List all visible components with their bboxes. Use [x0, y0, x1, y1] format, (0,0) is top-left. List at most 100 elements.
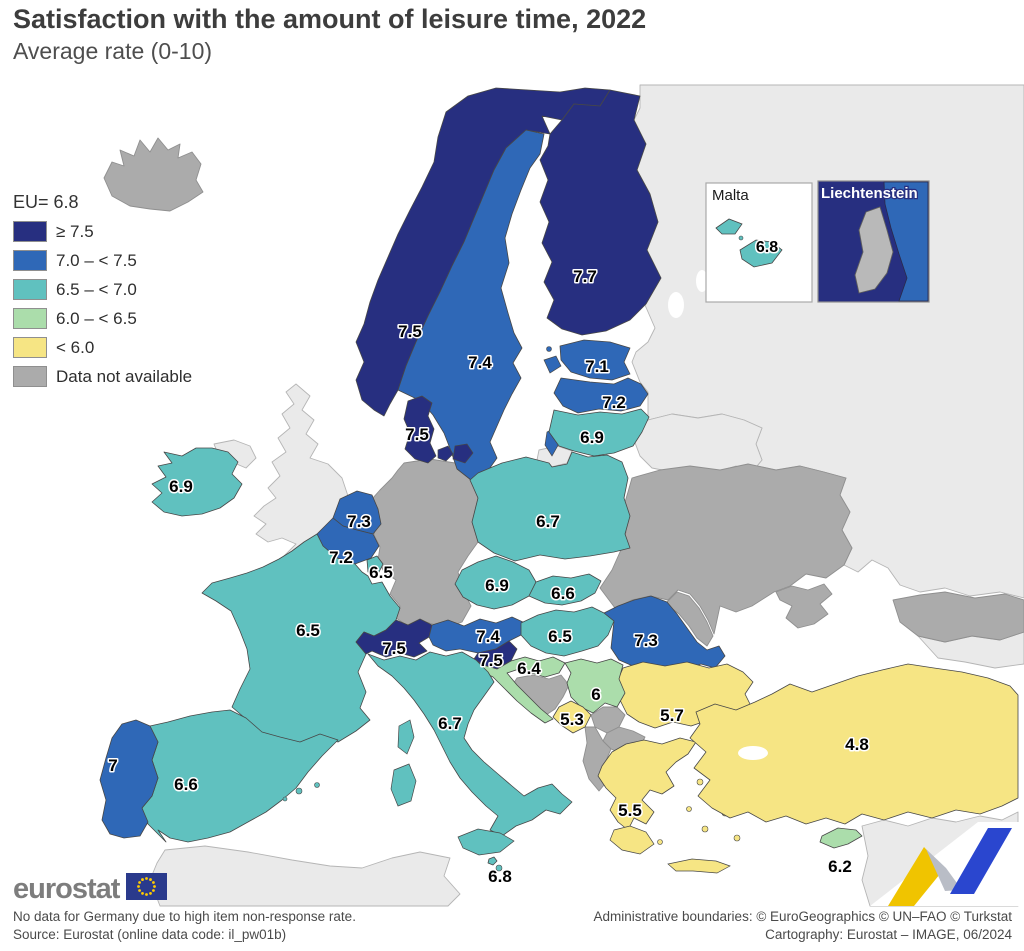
legend-swatch-icon	[13, 366, 47, 387]
logo-blue-chevron-icon	[950, 828, 1012, 894]
country-malta	[487, 856, 498, 866]
country-italy-island	[457, 828, 515, 856]
region-caucasus	[892, 591, 1024, 643]
country-montenegro	[552, 700, 592, 734]
country-serbia	[564, 658, 626, 714]
region-north-africa	[149, 845, 461, 907]
country-label-switzerland: 7.5	[382, 639, 406, 658]
inset-malta-island	[739, 239, 783, 268]
country-label-belgium: 7.2	[329, 548, 353, 567]
region-ukraine	[599, 463, 853, 635]
image-cartography-logo	[870, 822, 1024, 906]
country-label-portugal: 7	[108, 756, 117, 775]
country-estonia	[559, 339, 631, 381]
eu-flag-icon	[126, 873, 168, 905]
country-greece-island	[609, 825, 655, 855]
country-austria	[428, 616, 526, 654]
country-greece	[597, 737, 697, 831]
country-label-cyprus: 6.2	[828, 857, 852, 876]
country-label-romania: 7.3	[634, 631, 658, 650]
inset-malta: Malta	[705, 182, 813, 303]
sea-accent	[738, 746, 768, 760]
legend-item: Data not available	[13, 366, 192, 387]
map-legend: EU= 6.8 ≥ 7.5 7.0 – < 7.5 6.5 – < 7.0 6.0 –…	[13, 192, 192, 395]
legend-swatch-icon	[13, 250, 47, 271]
country-greece-island	[733, 834, 741, 842]
country-greece-island	[686, 806, 692, 812]
logo-gray-chevron-icon	[926, 849, 962, 891]
country-label-bulgaria: 5.7	[660, 706, 684, 725]
country-cyprus	[819, 827, 863, 849]
country-sweden	[397, 129, 545, 481]
country-france-island	[397, 719, 415, 755]
legend-label: 6.0 – < 6.5	[56, 308, 137, 328]
country-label-malta: 6.8	[488, 867, 512, 886]
country-label-czechia: 6.9	[485, 576, 509, 595]
country-label-hungary: 6.5	[548, 627, 572, 646]
country-portugal	[99, 719, 159, 839]
legend-swatch-icon	[13, 337, 47, 358]
inset-malta-gozo	[715, 218, 743, 235]
legend-item: < 6.0	[13, 337, 192, 358]
country-label-slovenia: 7.5	[479, 651, 503, 670]
eurostat-wordmark: eurostat	[13, 872, 120, 905]
eurostat-logo: eurostat	[13, 872, 168, 905]
country-ireland	[151, 447, 243, 517]
inset-liechtenstein-shape	[854, 206, 894, 294]
country-label-norway: 7.5	[398, 322, 422, 341]
region-crimea	[775, 583, 833, 629]
country-malta-island	[495, 864, 503, 872]
country-poland	[469, 451, 631, 562]
inset-malta-value: 6.8	[756, 239, 778, 256]
inset-malta-comino	[738, 235, 744, 241]
footnote-germany: No data for Germany due to high item non…	[13, 909, 356, 924]
inset-liechtenstein-title: Liechtenstein	[821, 185, 918, 202]
country-denmark-island	[452, 443, 474, 464]
country-denmark-island	[437, 445, 454, 462]
region-belarus	[633, 413, 763, 473]
legend-item: 7.0 – < 7.5	[13, 250, 192, 271]
country-label-netherlands: 7.3	[347, 512, 371, 531]
legend-item: 6.0 – < 6.5	[13, 308, 192, 329]
country-greece-island	[701, 825, 709, 833]
region-moldova	[666, 591, 714, 647]
country-estonia-island	[543, 355, 562, 374]
legend-label: 6.5 – < 7.0	[56, 279, 137, 299]
country-croatia	[480, 656, 566, 724]
legend-label: 7.0 – < 7.5	[56, 250, 137, 270]
country-label-ireland: 6.9	[169, 477, 193, 496]
country-spain-island	[282, 796, 288, 802]
sea-accent	[839, 579, 865, 597]
country-italy	[367, 651, 573, 837]
country-label-greece: 5.5	[618, 801, 642, 820]
legend-item: ≥ 7.5	[13, 221, 192, 242]
legend-eu-average: EU= 6.8	[13, 192, 79, 212]
country-label-sweden: 7.4	[468, 353, 492, 372]
country-label-finland: 7.7	[573, 267, 597, 286]
country-label-serbia: 6	[591, 685, 600, 704]
country-label-austria: 7.4	[476, 627, 500, 646]
logo-yellow-chevron-icon	[888, 847, 944, 906]
inset-austria-region	[883, 181, 929, 302]
legend-label: ≥ 7.5	[56, 221, 94, 241]
country-denmark	[403, 395, 437, 464]
country-label-montenegro: 5.3	[560, 710, 584, 729]
country-greece-island	[696, 778, 704, 786]
country-finland	[539, 89, 662, 336]
legend-swatch-icon	[13, 279, 47, 300]
country-label-spain: 6.6	[174, 775, 198, 794]
title-block: Satisfaction with the amount of leisure …	[13, 4, 646, 65]
country-spain-island	[314, 782, 320, 788]
inset-malta-title: Malta	[712, 187, 749, 204]
country-hungary	[520, 606, 615, 657]
footnote-source: Source: Eurostat (online data code: il_p…	[13, 927, 287, 942]
country-romania	[603, 595, 726, 671]
page-subtitle: Average rate (0-10)	[13, 38, 213, 64]
region-iceland	[103, 137, 204, 212]
footnote-carto: Cartography: Eurostat – IMAGE, 06/2024	[765, 927, 1012, 942]
country-luxembourg	[366, 555, 384, 575]
legend-swatch-icon	[13, 308, 47, 329]
country-label-croatia: 6.4	[517, 659, 541, 678]
legend-label: < 6.0	[56, 337, 95, 357]
